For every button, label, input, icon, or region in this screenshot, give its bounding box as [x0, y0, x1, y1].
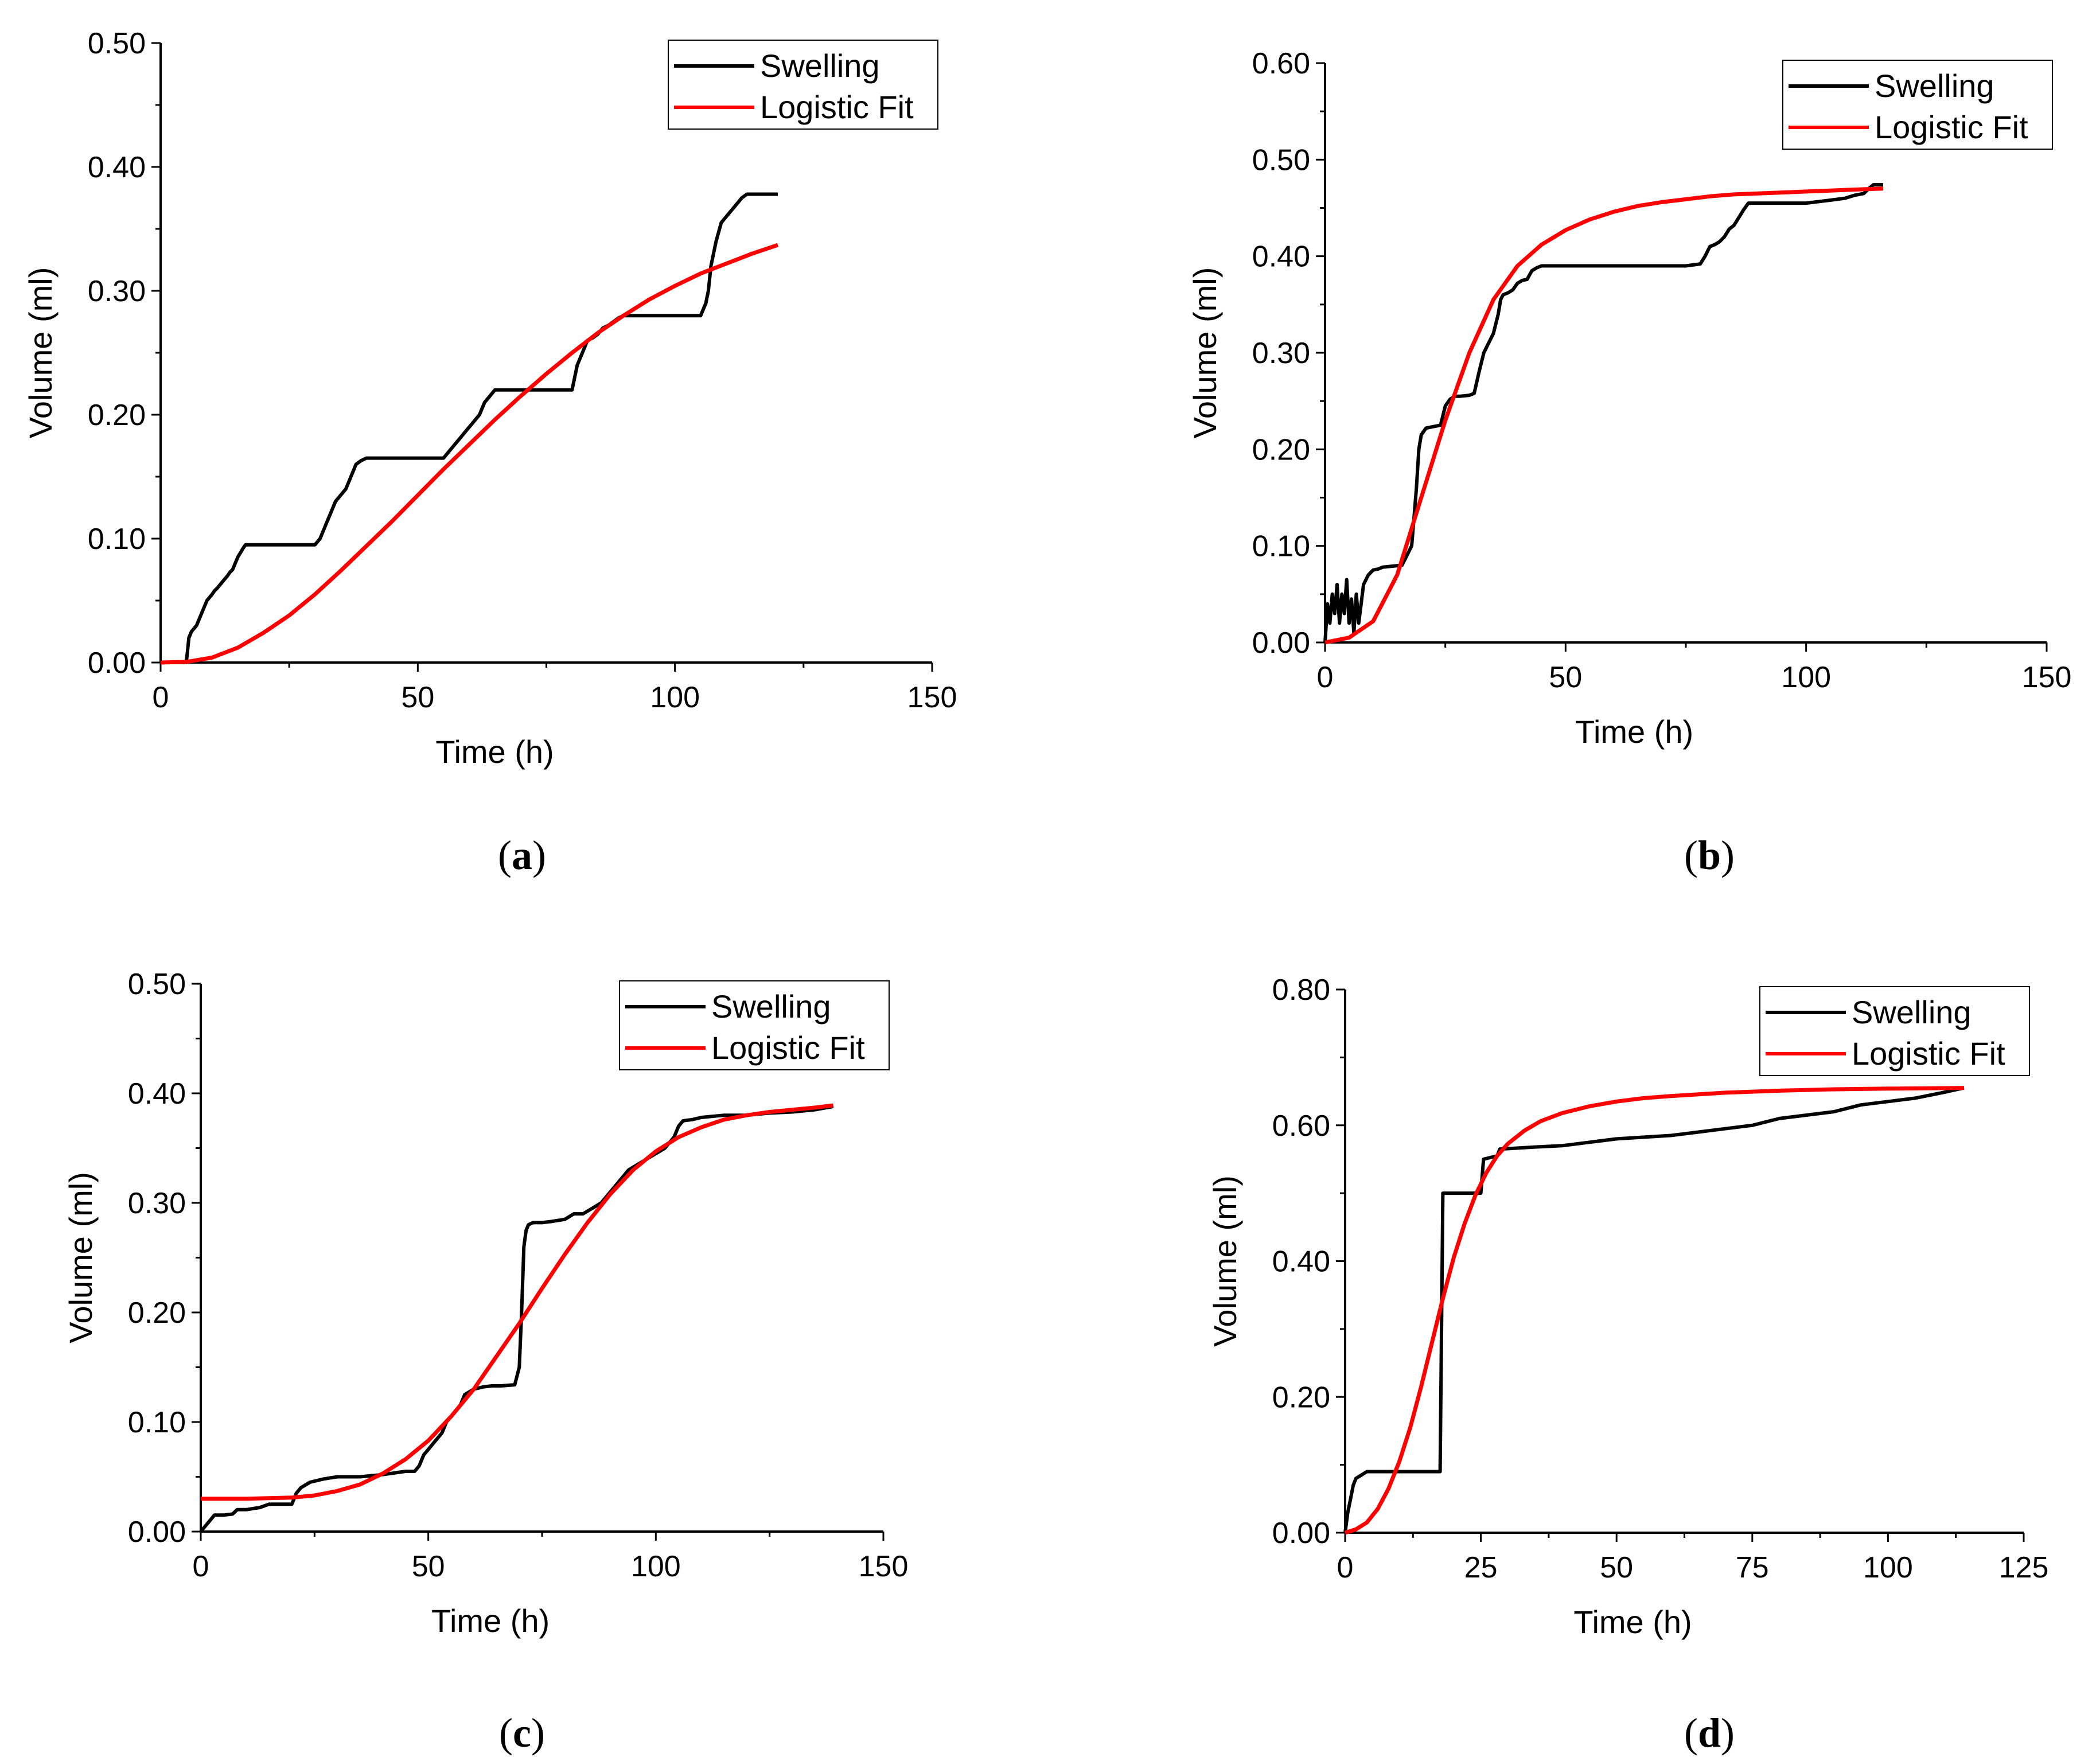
series-logistic-fit-c [201, 1103, 834, 1501]
y-tick-label-b: 0.00 [1252, 626, 1310, 660]
x-tick-label-c: 0 [193, 1550, 209, 1583]
y-tick-label-a: 0.30 [88, 275, 146, 308]
y-tick-label-a: 0.40 [88, 151, 146, 184]
legend-box-c [619, 980, 890, 1070]
y-tick-label-d: 0.00 [1272, 1517, 1330, 1550]
x-axis-title-a: Time (h) [435, 734, 554, 770]
x-tick-label-d: 0 [1337, 1551, 1354, 1584]
legend-label-logistic-fit-b: Logistic Fit [1875, 109, 2028, 145]
y-axis-title-c: Volume (ml) [63, 1172, 99, 1343]
panel-d: 0.00 0.20 0.40 0.60 0.80 0 25 50 75 100 125 Time (h… [1050, 875, 2100, 1756]
y-axis-title-b: Volume (ml) [1187, 267, 1223, 439]
x-tick-label-c: 50 [412, 1550, 445, 1583]
panel-c: 0.00 0.10 0.20 0.30 0.40 0.50 0 50 100 150 Time (h… [0, 875, 1050, 1756]
chart-c: 0.00 0.10 0.20 0.30 0.40 0.50 0 50 100 150 Time (h… [63, 968, 909, 1639]
y-tick-label-a: 0.00 [88, 646, 146, 680]
x-tick-label-b: 150 [2022, 661, 2072, 694]
y-axis-title-d: Volume (ml) [1207, 1175, 1243, 1347]
y-tick-label-a: 0.10 [88, 523, 146, 556]
y-tick-label-c: 0.40 [128, 1077, 186, 1111]
x-tick-label-d: 125 [1999, 1551, 2049, 1584]
legend-label-swelling-a: Swelling [760, 48, 880, 84]
y-tick-label-a: 0.20 [88, 399, 146, 432]
panel-b-label: (b) [1684, 832, 1735, 878]
series-logistic-fit-b [1324, 186, 1884, 645]
x-tick-label-d: 75 [1736, 1551, 1769, 1584]
series-swelling-d [1343, 1086, 1965, 1533]
series-swelling-b [1323, 183, 1883, 643]
series-logistic-fit-d [1344, 1086, 1964, 1535]
y-tick-label-b: 0.10 [1252, 530, 1310, 563]
legend-label-swelling-d: Swelling [1852, 994, 1972, 1030]
legend-box-b [1782, 60, 2053, 150]
y-tick-label-d: 0.20 [1272, 1381, 1330, 1414]
x-tick-label-a: 0 [153, 681, 169, 714]
x-tick-label-a: 150 [907, 681, 957, 714]
y-tick-label-b: 0.30 [1252, 337, 1310, 370]
legend-label-logistic-fit-d: Logistic Fit [1852, 1035, 2005, 1072]
y-tick-label-c: 0.50 [128, 968, 186, 1001]
y-tick-label-d: 0.60 [1272, 1109, 1330, 1143]
y-tick-label-d: 0.40 [1272, 1245, 1330, 1279]
x-tick-label-d: 25 [1464, 1551, 1498, 1584]
legend-box-d [1759, 986, 2030, 1076]
x-tick-label-a: 100 [650, 681, 700, 714]
legend-label-logistic-fit-c: Logistic Fit [711, 1030, 865, 1066]
panel-c-label: (c) [499, 1710, 545, 1756]
chart-b: 0.00 0.10 0.20 0.30 0.40 0.50 0.60 0 50 100 150 Tim… [1187, 47, 2072, 750]
legend-label-swelling-b: Swelling [1875, 68, 1994, 104]
y-axis-title-a: Volume (ml) [22, 267, 59, 439]
panel-b: 0.00 0.10 0.20 0.30 0.40 0.50 0.60 0 50 100 150 Tim… [1050, 0, 2100, 878]
legend-label-swelling-c: Swelling [711, 988, 831, 1024]
y-tick-label-c: 0.20 [128, 1296, 186, 1330]
panel-d-label: (d) [1684, 1710, 1735, 1756]
y-tick-label-d: 0.80 [1272, 973, 1330, 1007]
x-axis-title-b: Time (h) [1575, 714, 1693, 750]
x-tick-label-c: 150 [859, 1550, 909, 1583]
x-axis-title-c: Time (h) [431, 1603, 550, 1639]
panel-a-label: (a) [498, 832, 546, 878]
y-tick-label-c: 0.30 [128, 1187, 186, 1220]
x-tick-label-d: 100 [1863, 1551, 1913, 1584]
y-tick-label-b: 0.50 [1252, 143, 1310, 177]
x-tick-label-a: 50 [401, 681, 434, 714]
x-tick-label-b: 0 [1317, 661, 1334, 694]
x-tick-label-c: 100 [631, 1550, 681, 1583]
y-tick-label-c: 0.10 [128, 1406, 186, 1439]
x-axis-title-d: Time (h) [1573, 1604, 1692, 1640]
series-logistic-fit-a [160, 243, 779, 665]
y-tick-label-b: 0.20 [1252, 433, 1310, 466]
x-tick-label-b: 50 [1549, 661, 1582, 694]
y-tick-label-b: 0.60 [1252, 47, 1310, 80]
series-swelling-a [161, 192, 778, 664]
x-tick-label-b: 100 [1781, 661, 1831, 694]
x-tick-label-d: 50 [1600, 1551, 1633, 1584]
legend-label-logistic-fit-a: Logistic Fit [760, 89, 914, 125]
y-tick-label-b: 0.40 [1252, 240, 1310, 274]
series-swelling-c [199, 1104, 834, 1533]
y-tick-label-c: 0.00 [128, 1516, 186, 1549]
chart-d: 0.00 0.20 0.40 0.60 0.80 0 25 50 75 100 125 Time (h… [1207, 973, 2049, 1640]
panel-a: 0.00 0.10 0.20 0.30 0.40 0.50 0 50 100 150 Time (h… [0, 0, 1050, 878]
legend-box-a [668, 40, 938, 130]
y-tick-label-a: 0.50 [88, 27, 146, 60]
chart-a: 0.00 0.10 0.20 0.30 0.40 0.50 0 50 100 150 Time (h… [22, 27, 957, 770]
